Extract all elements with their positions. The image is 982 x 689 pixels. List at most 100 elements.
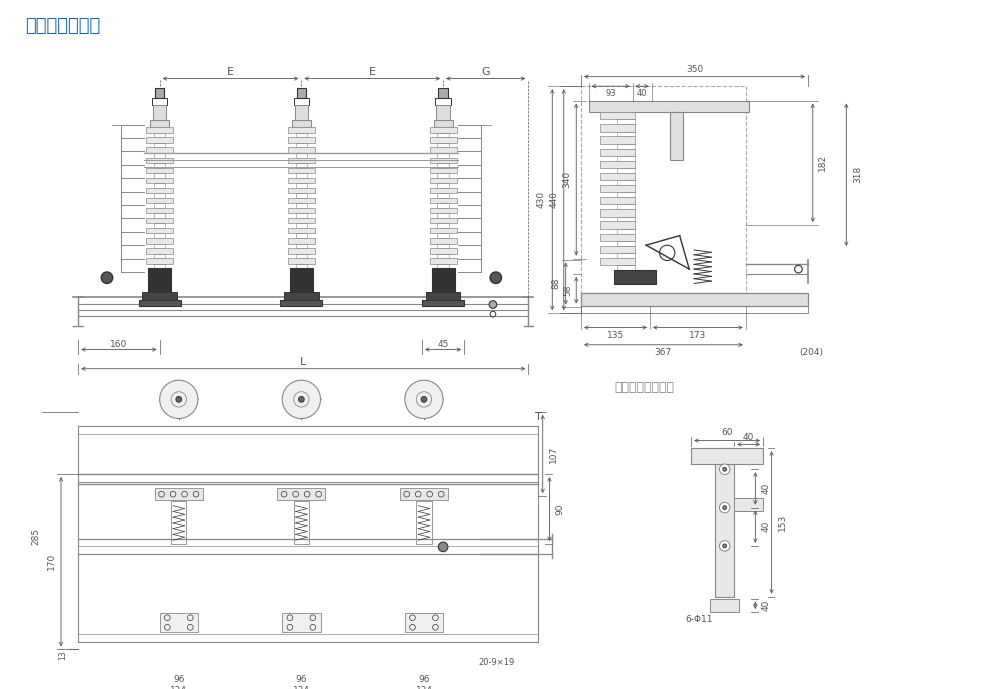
Bar — [581, 86, 745, 293]
Text: 124: 124 — [415, 686, 432, 689]
Text: 40: 40 — [761, 599, 770, 611]
Bar — [288, 208, 315, 214]
Text: 93: 93 — [605, 90, 616, 99]
Bar — [437, 264, 449, 268]
Text: 173: 173 — [689, 331, 706, 340]
Bar — [154, 133, 165, 137]
Bar — [430, 248, 457, 254]
Bar — [618, 241, 634, 246]
Bar — [618, 265, 634, 270]
Bar — [430, 158, 457, 163]
Text: 13: 13 — [58, 650, 68, 660]
Text: 96: 96 — [173, 675, 185, 683]
Bar — [155, 489, 202, 500]
Bar — [600, 185, 634, 192]
Bar — [430, 187, 457, 193]
Bar — [154, 183, 165, 187]
Circle shape — [299, 396, 304, 402]
Bar — [146, 228, 173, 234]
Bar — [146, 187, 173, 193]
Bar — [146, 147, 173, 153]
Bar — [171, 501, 187, 544]
Bar — [437, 214, 449, 218]
Text: 60: 60 — [722, 429, 733, 438]
Text: 160: 160 — [110, 340, 128, 349]
Circle shape — [101, 272, 113, 283]
Bar — [710, 599, 739, 612]
Bar — [288, 228, 315, 234]
Text: 124: 124 — [170, 686, 188, 689]
Bar — [426, 292, 461, 300]
Circle shape — [421, 396, 427, 402]
Circle shape — [723, 544, 727, 548]
Text: 367: 367 — [655, 348, 672, 357]
Bar — [288, 147, 315, 153]
Bar — [296, 173, 307, 178]
Circle shape — [723, 467, 727, 471]
Bar — [618, 180, 634, 185]
Text: 170: 170 — [47, 553, 56, 570]
Text: 124: 124 — [293, 686, 310, 689]
Bar — [154, 143, 165, 147]
Circle shape — [720, 464, 730, 475]
Circle shape — [723, 506, 727, 509]
Bar — [600, 136, 634, 143]
Bar — [430, 238, 457, 243]
Bar — [296, 193, 307, 198]
Bar — [600, 197, 634, 205]
Bar — [430, 258, 457, 264]
Bar — [154, 264, 165, 268]
Bar — [288, 167, 315, 173]
Bar — [618, 168, 634, 173]
Text: 静触头外形尺寸图: 静触头外形尺寸图 — [615, 382, 675, 394]
Circle shape — [176, 396, 182, 402]
Circle shape — [489, 300, 497, 309]
Bar — [296, 143, 307, 147]
Bar — [430, 147, 457, 153]
Bar — [297, 88, 306, 98]
Text: 96: 96 — [418, 675, 430, 683]
Bar — [600, 209, 634, 216]
Bar — [146, 127, 173, 133]
Bar — [154, 243, 165, 248]
Bar — [288, 178, 315, 183]
Text: 440: 440 — [550, 191, 559, 208]
Bar — [288, 258, 315, 264]
Text: 340: 340 — [562, 171, 572, 188]
Bar — [290, 268, 313, 297]
Bar — [618, 205, 634, 209]
Text: 107: 107 — [549, 445, 558, 462]
Bar — [282, 613, 320, 632]
Bar — [430, 137, 457, 143]
Bar — [691, 449, 763, 464]
Bar — [288, 187, 315, 193]
Text: 153: 153 — [778, 514, 787, 531]
Bar — [581, 293, 808, 307]
Bar — [142, 292, 177, 300]
Bar — [600, 124, 634, 132]
Bar — [146, 218, 173, 223]
Bar — [296, 163, 307, 167]
Bar — [735, 498, 763, 511]
Bar — [618, 253, 634, 258]
Bar — [296, 133, 307, 137]
Bar — [154, 223, 165, 228]
Bar — [618, 229, 634, 234]
Bar — [296, 183, 307, 187]
Text: 96: 96 — [296, 675, 307, 683]
Bar — [437, 183, 449, 187]
Bar — [405, 613, 443, 632]
Bar — [430, 167, 457, 173]
Bar — [295, 105, 308, 120]
Bar — [154, 254, 165, 258]
Text: 285: 285 — [31, 528, 40, 545]
Bar — [284, 292, 318, 300]
Text: 90: 90 — [556, 503, 565, 515]
Bar — [433, 120, 453, 127]
Text: 350: 350 — [685, 65, 703, 74]
Circle shape — [720, 541, 730, 551]
Bar — [146, 167, 173, 173]
Bar — [154, 173, 165, 178]
Text: 外形及安装尺寸: 外形及安装尺寸 — [26, 17, 101, 35]
Text: L: L — [300, 357, 306, 367]
